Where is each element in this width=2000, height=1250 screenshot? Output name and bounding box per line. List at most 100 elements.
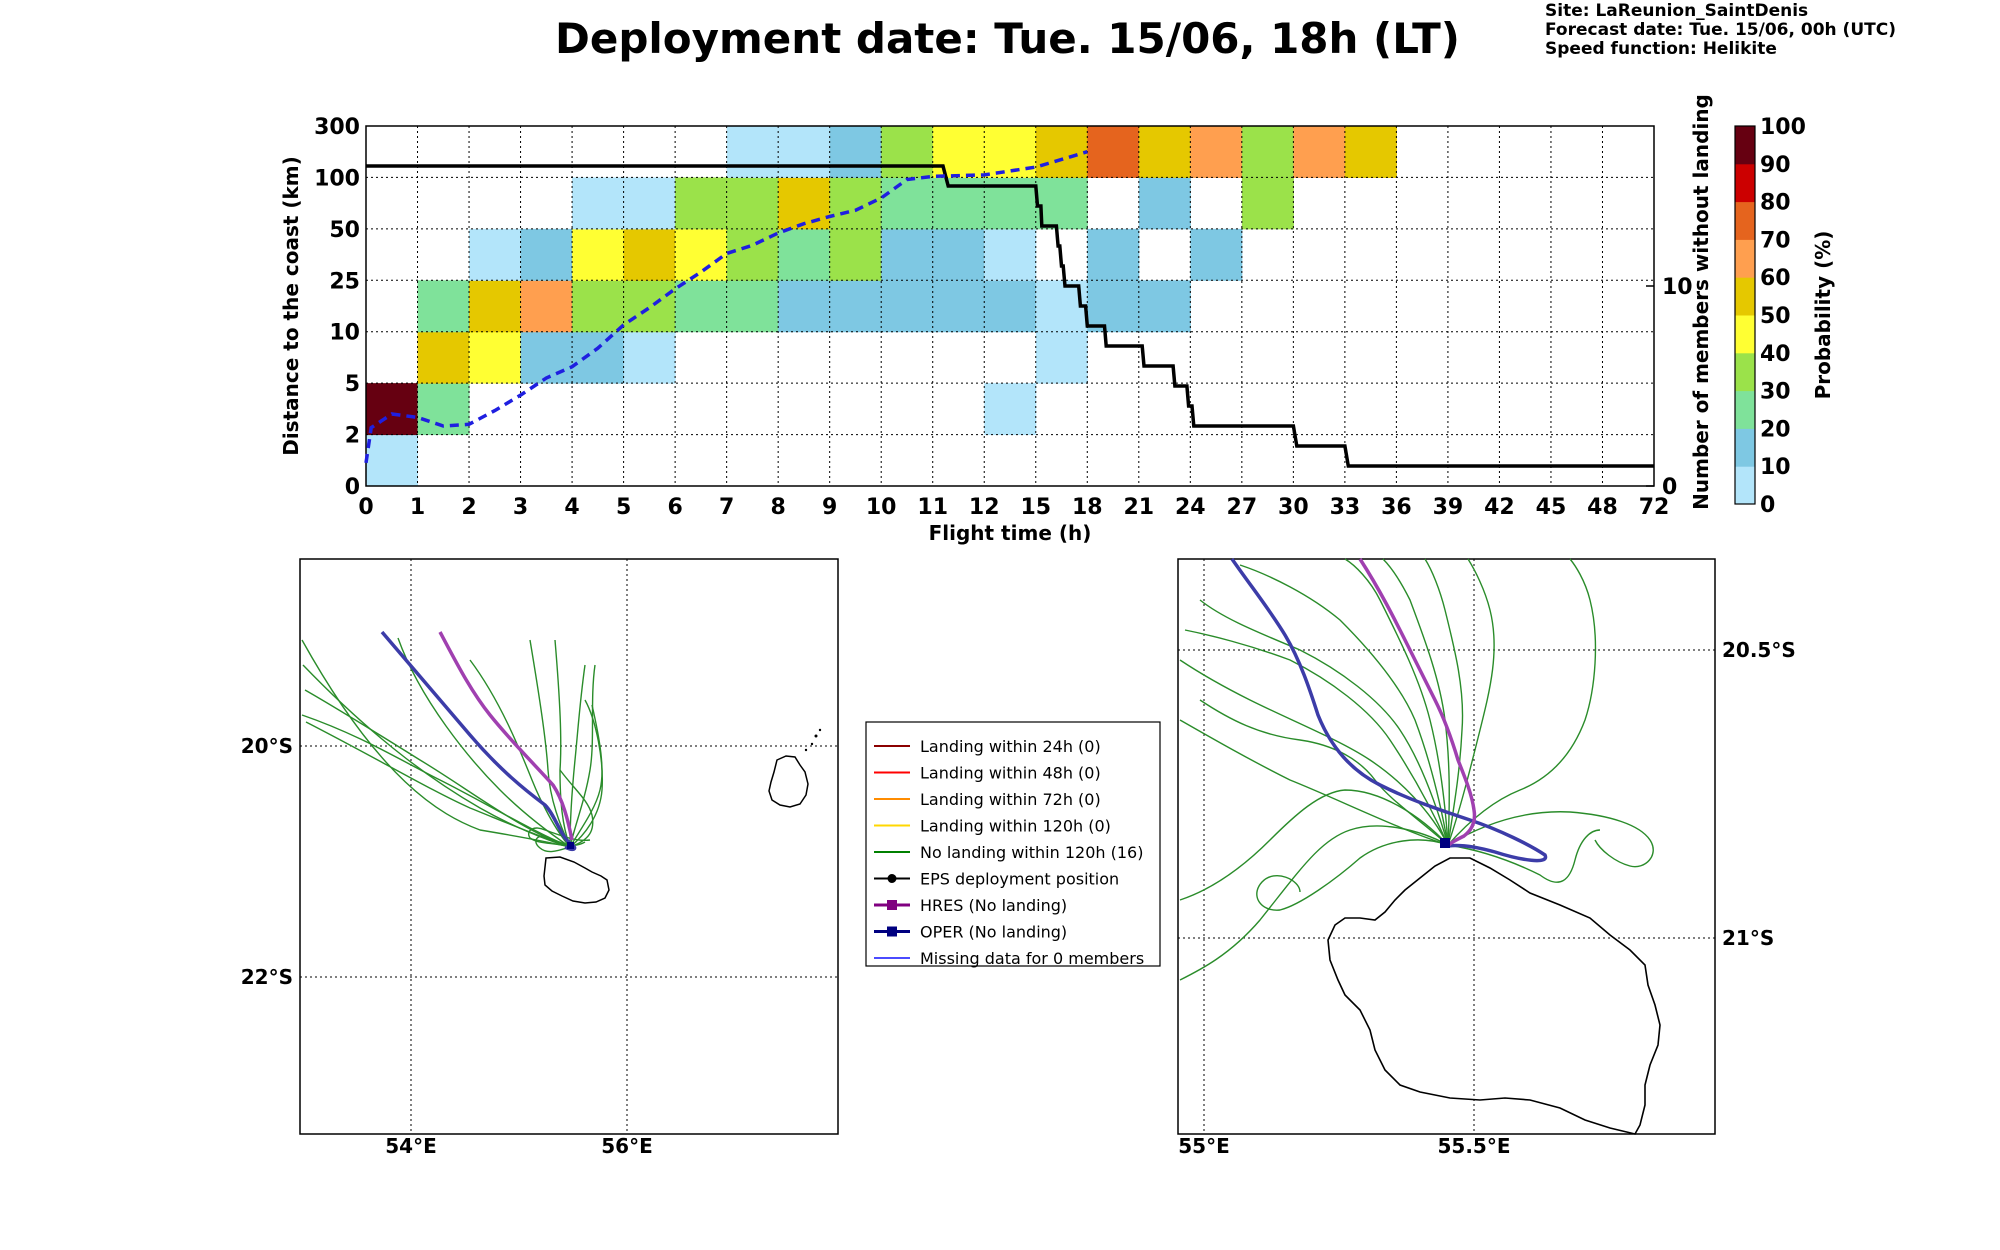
forecast-info: Site: LaReunion_SaintDenis Forecast date…: [1545, 2, 1896, 59]
heatmap-cell: [1344, 126, 1397, 178]
heatmap-cell: [1138, 177, 1191, 230]
legend-marker: [887, 926, 897, 937]
heatmap-cells: [366, 126, 1397, 487]
heatmap-cell: [726, 177, 779, 230]
ensemble-trajectories: [301, 637, 604, 853]
x-tick-label: 72: [1639, 495, 1670, 520]
colorbar-tick-labels: 0 10 20 30 40 50 60 70 80 90 100: [1760, 115, 1806, 518]
heatmap-cell: [726, 126, 779, 178]
heatmap-cell: [366, 434, 419, 487]
colorbar-segment: [1735, 390, 1755, 429]
heatmap-cell: [984, 228, 1037, 281]
x-tick-label: 12: [969, 495, 1000, 520]
heatmap-cell: [1035, 126, 1088, 178]
x-tick-label: 0: [358, 495, 373, 520]
heatmap-cell: [1035, 331, 1088, 384]
heatmap-cell: [469, 280, 522, 333]
heatmap-series: [364, 150, 1654, 468]
heatmap-cell: [1293, 126, 1346, 178]
legend-label: OPER (No landing): [920, 923, 1067, 942]
colorbar-tick-label: 70: [1760, 228, 1791, 253]
heatmap-cell: [1087, 126, 1140, 178]
legend-label: Landing within 120h (0): [920, 817, 1111, 836]
colorbar-segment: [1735, 126, 1755, 165]
legend-frame: [865, 721, 1161, 967]
heatmap-cell: [726, 280, 779, 333]
y-tick-label: 50: [329, 218, 360, 243]
x-tick-label: 5: [616, 495, 631, 520]
y-tick-label: 10: [329, 321, 360, 346]
heatmap-cell: [984, 280, 1037, 333]
colorbar-tick-label: 0: [1760, 493, 1775, 518]
zoom-map-axis-labels: 55°E 55.5°E 20.5°S 21°S: [1178, 638, 1796, 1158]
heatmap-cell: [623, 228, 676, 281]
rodrigues-islets: [804, 728, 822, 752]
heatmap-cell: [572, 177, 625, 230]
colorbar-segment: [1735, 428, 1755, 467]
x-tick-label: 48: [1587, 495, 1618, 520]
legend-marker: [887, 874, 897, 883]
legend-label: Missing data for 0 members: [920, 949, 1144, 968]
zoom-map-graticule: [1178, 559, 1715, 1134]
colorbar-segments: [1735, 126, 1755, 505]
heatmap-cell: [469, 331, 522, 384]
y2-tick-labels: 0 10: [1646, 275, 1693, 500]
x-tick-label: 8: [771, 495, 786, 520]
legend-label: EPS deployment position: [920, 870, 1119, 889]
heatmap-cell: [881, 126, 934, 178]
ensemble-trajectories-zoom: [1179, 558, 1654, 981]
heatmap-cell: [675, 280, 728, 333]
lon-tick-label: 55°E: [1178, 1134, 1230, 1158]
x-tick-label: 39: [1433, 495, 1464, 520]
x-tick-label: 4: [564, 495, 579, 520]
colorbar-label: Probability (%): [1811, 231, 1835, 400]
x-tick-labels: 0 1 2 3 4 5 6 7 8 9 10 11 12 15 18 21 24 27 30 33 36 39 42 45 48…: [358, 495, 1669, 520]
x-axis-label: Flight time (h): [929, 521, 1092, 545]
heatmap-cell: [1087, 280, 1140, 333]
heatmap-cell: [984, 383, 1037, 436]
colorbar: 0 10 20 30 40 50 60 70 80 90 100 Probability (%): [1734, 115, 1835, 518]
heatmap-cell: [829, 280, 882, 333]
y2-tick-label: 10: [1662, 275, 1693, 300]
heatmap-cell: [520, 228, 573, 281]
lat-tick-label: 21°S: [1722, 926, 1774, 950]
colorbar-tick-label: 60: [1760, 266, 1791, 291]
x-tick-label: 6: [667, 495, 682, 520]
mauritius-island-coast: [768, 755, 809, 808]
heatmap-cell: [675, 177, 728, 230]
heatmap-cell: [623, 280, 676, 333]
colorbar-segment: [1735, 277, 1755, 316]
heatmap-cell: [572, 331, 625, 384]
heatmap-cell: [1241, 126, 1294, 178]
lat-tick-label: 22°S: [241, 965, 293, 989]
heatmap-cell: [932, 228, 985, 281]
x-tick-label: 45: [1536, 495, 1567, 520]
y-axis-label: Distance to the coast (km): [279, 156, 303, 456]
hres-trajectory: [438, 631, 574, 841]
lon-tick-label: 54°E: [385, 1134, 437, 1158]
hres-trajectory-zoom: [1358, 558, 1477, 848]
x-tick-label: 36: [1381, 495, 1412, 520]
colorbar-segment: [1735, 239, 1755, 278]
zoom-map: 55°E 55.5°E 20.5°S 21°S: [1177, 558, 1796, 1158]
y-tick-label: 25: [329, 269, 360, 294]
legend-items: Landing within 24h (0) Landing within 48h…: [874, 737, 1144, 968]
overview-map-axis-labels: 54°E 56°E 20°S 22°S: [241, 734, 653, 1158]
x-tick-label: 1: [410, 495, 425, 520]
heatmap-cell: [829, 228, 882, 281]
colorbar-segment: [1735, 315, 1755, 354]
reunion-island-coast: [543, 856, 610, 904]
lon-tick-label: 56°E: [601, 1134, 653, 1158]
heatmap-cell: [366, 383, 419, 436]
heatmap-cell: [778, 228, 831, 281]
speed-function-label: Speed function: Helikite: [1545, 39, 1777, 59]
y-tick-label: 5: [345, 372, 360, 397]
y-tick-label: 2: [345, 424, 360, 449]
colorbar-tick-label: 30: [1760, 380, 1791, 405]
heatmap-cell: [572, 228, 625, 281]
legend: Landing within 24h (0) Landing within 48h…: [865, 721, 1161, 968]
heatmap-cell: [572, 280, 625, 333]
colorbar-segment: [1735, 201, 1755, 240]
